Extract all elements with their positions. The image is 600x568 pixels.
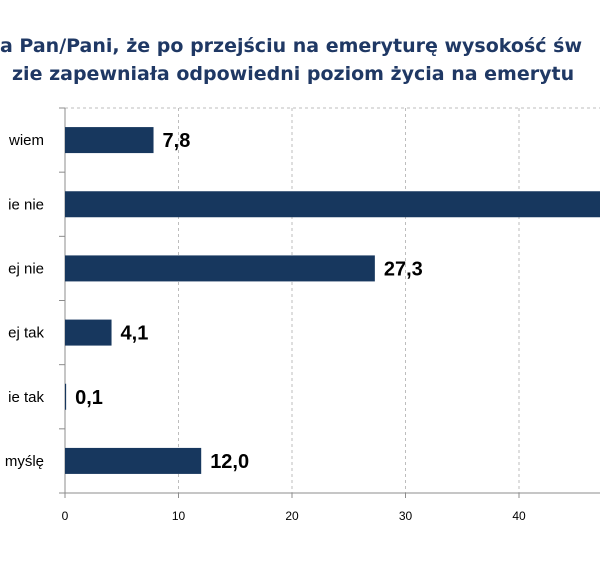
chart-title: a Pan/Pani, że po przejściu na emeryturę…: [0, 32, 600, 88]
title-line-1: a Pan/Pani, że po przejściu na emeryturę…: [0, 35, 583, 57]
value-label-3: 4,1: [121, 323, 149, 345]
x-tick-label-40: 40: [512, 509, 526, 523]
value-label-4: 0,1: [75, 387, 103, 409]
x-tick-label-0: 0: [62, 509, 69, 523]
bar-5: [65, 447, 202, 474]
bar-1: [65, 191, 600, 218]
category-label-2: ej nie: [8, 260, 44, 277]
value-label-5: 12,0: [210, 451, 249, 473]
category-label-3: ej tak: [8, 325, 44, 342]
category-label-1: ie nie: [8, 196, 44, 213]
bar-2: [65, 255, 375, 282]
x-tick-label-30: 30: [399, 509, 413, 523]
category-labels: wiem ie nie ej nie ej tak ie tak myślę: [5, 132, 45, 470]
bar-3: [65, 319, 112, 346]
category-label-0: wiem: [8, 132, 44, 149]
category-label-4: ie tak: [8, 389, 44, 406]
category-label-5: myślę: [5, 453, 44, 470]
axes: [59, 107, 600, 498]
value-label-2: 27,3: [384, 258, 423, 280]
bars: [65, 127, 600, 474]
x-tick-label-20: 20: [285, 509, 299, 523]
bar-0: [65, 127, 154, 154]
x-tick-label-10: 10: [172, 509, 186, 523]
value-labels: 7,8 27,3 4,1 0,1 12,0: [75, 130, 423, 473]
bar-4: [65, 383, 67, 410]
title-line-2: zie zapewniała odpowiedni poziom życia n…: [12, 63, 575, 85]
gridlines: [65, 107, 600, 493]
x-tick-labels: 0 10 20 30 40: [62, 509, 526, 523]
value-label-0: 7,8: [163, 130, 191, 152]
